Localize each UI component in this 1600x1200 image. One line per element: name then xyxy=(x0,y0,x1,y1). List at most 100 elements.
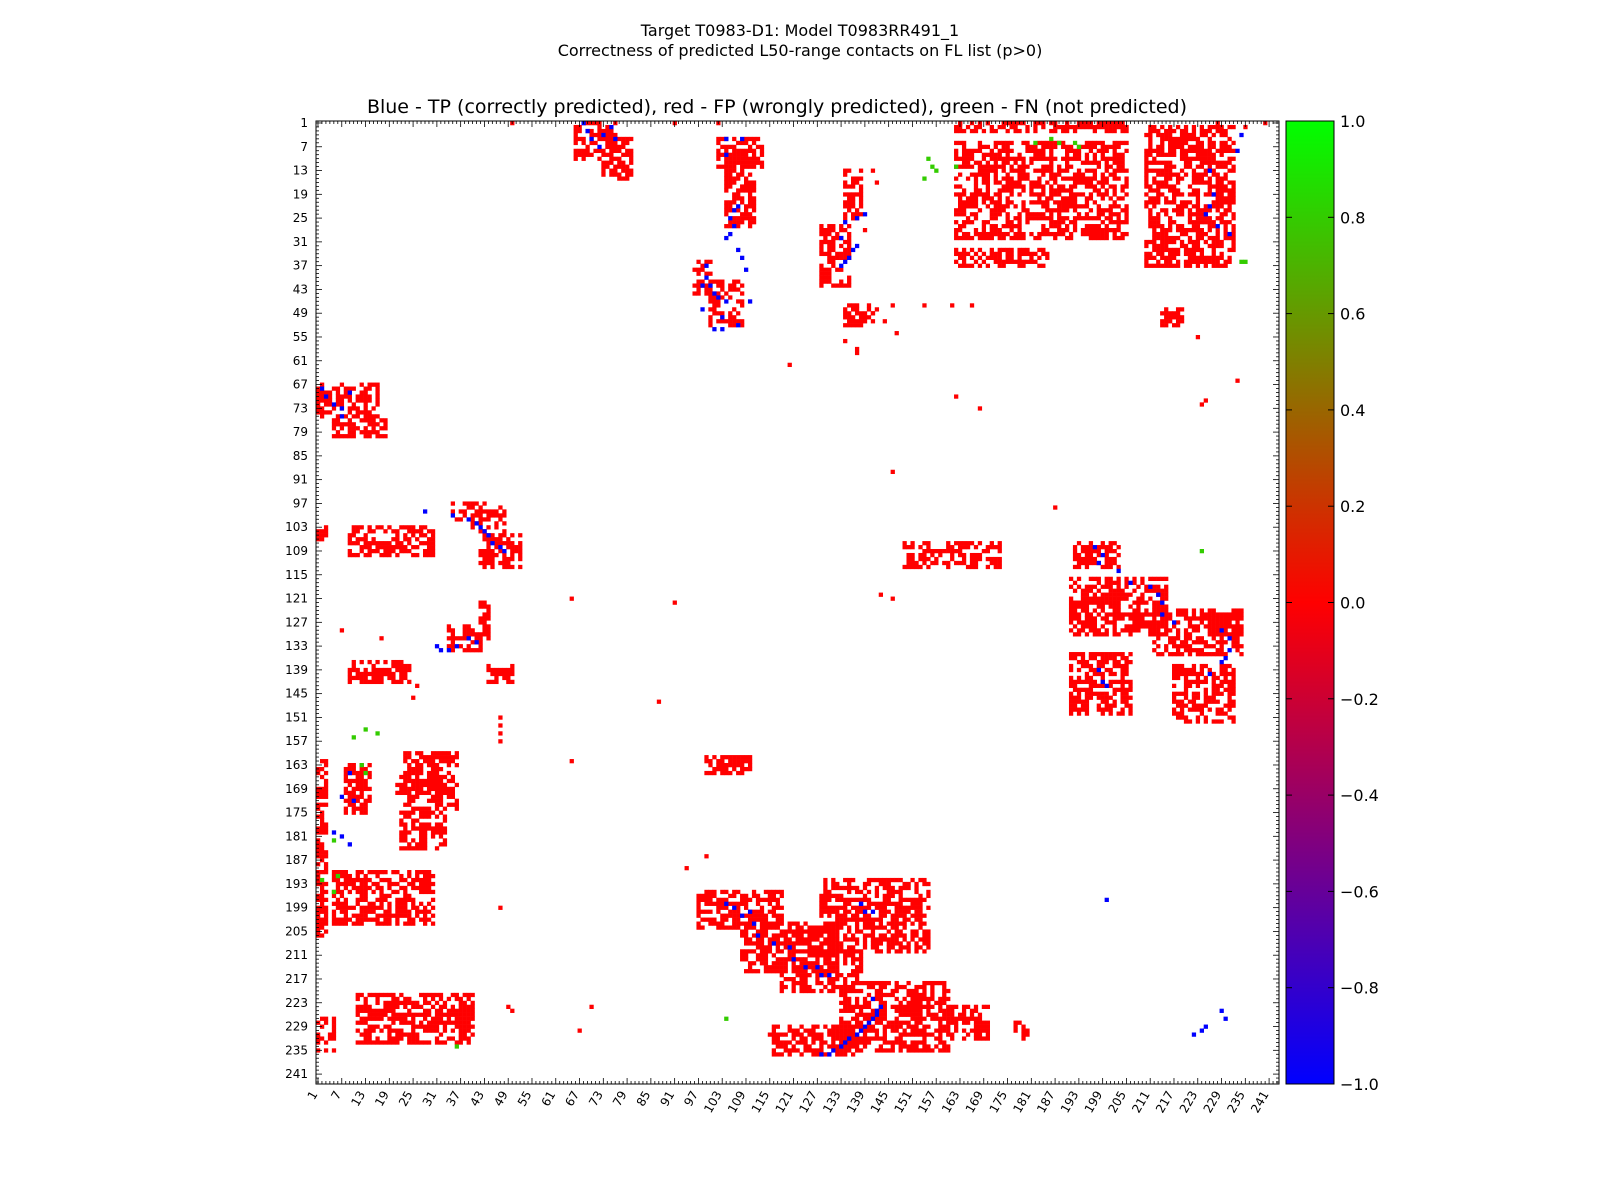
fp-cell xyxy=(387,1028,392,1033)
fp-cell xyxy=(415,905,420,910)
fp-cell xyxy=(371,1040,376,1045)
fp-cell xyxy=(744,184,749,189)
fp-cell xyxy=(609,172,614,177)
fp-cell xyxy=(890,1004,895,1010)
fp-cell xyxy=(1068,699,1074,704)
fp-cell xyxy=(415,1000,420,1006)
fp-cell xyxy=(442,826,448,831)
fp-cell xyxy=(985,556,991,562)
fp-cell xyxy=(347,778,352,784)
fp-cell xyxy=(1152,263,1157,268)
fp-cell xyxy=(609,168,614,173)
fp-cell xyxy=(823,905,828,910)
fp-cell xyxy=(1005,196,1010,201)
fp-cell xyxy=(831,228,836,233)
fp-cell xyxy=(1033,192,1038,197)
fp-cell xyxy=(1084,168,1090,173)
fp-cell xyxy=(1053,208,1058,213)
fp-cell xyxy=(930,992,935,998)
fp-cell xyxy=(771,893,777,899)
fp-cell xyxy=(502,529,507,534)
fp-cell xyxy=(375,1036,380,1041)
fp-cell xyxy=(407,541,412,546)
fp-cell xyxy=(581,136,586,142)
fp-cell xyxy=(1104,228,1109,233)
fp-cell xyxy=(446,802,452,807)
fp-cell xyxy=(1124,612,1129,617)
fp-cell xyxy=(375,881,380,887)
fp-cell xyxy=(1179,667,1185,673)
fp-cell xyxy=(704,770,709,776)
fp-cell xyxy=(1096,192,1101,197)
fp-cell xyxy=(728,759,733,764)
fp-cell xyxy=(799,988,804,994)
fp-cell xyxy=(862,980,868,986)
fp-cell xyxy=(922,913,927,918)
fp-cell xyxy=(423,552,428,558)
fp-cell xyxy=(335,877,341,883)
fp-cell xyxy=(379,552,384,558)
fp-cell xyxy=(426,1024,432,1029)
fp-cell xyxy=(367,1028,372,1033)
fp-cell xyxy=(946,541,951,546)
fp-cell xyxy=(1112,659,1117,665)
fp-cell xyxy=(411,917,416,922)
fp-cell xyxy=(1021,184,1026,189)
fp-cell xyxy=(736,770,741,776)
fp-cell xyxy=(866,992,872,998)
fp-cell xyxy=(1120,695,1125,700)
fp-cell xyxy=(363,881,368,887)
fp-cell xyxy=(744,925,749,930)
fp-cell xyxy=(1191,259,1197,264)
fp-cell xyxy=(763,961,769,966)
fp-cell xyxy=(1076,152,1082,157)
fp-cell xyxy=(851,204,856,209)
fp-cell xyxy=(1215,192,1220,197)
fp-cell xyxy=(430,1016,436,1021)
fp-cell xyxy=(1215,228,1220,233)
fp-cell xyxy=(744,160,749,165)
fp-cell xyxy=(1057,124,1062,130)
fp-cell xyxy=(1172,164,1177,169)
fp-cell xyxy=(419,877,424,883)
fp-cell xyxy=(1017,128,1022,134)
fp-cell xyxy=(1112,663,1117,669)
fp-cell xyxy=(870,917,876,922)
fp-cell xyxy=(866,917,872,922)
fp-cell xyxy=(751,148,757,154)
fp-cell xyxy=(1112,596,1117,601)
fp-cell xyxy=(755,144,761,150)
fp-cell xyxy=(747,160,753,165)
fp-cell xyxy=(1112,556,1117,562)
fp-cell xyxy=(434,1028,440,1033)
fp-cell xyxy=(1231,196,1236,201)
fp-cell xyxy=(1203,644,1208,649)
fp-cell xyxy=(363,806,368,811)
fp-cell xyxy=(407,830,412,835)
fp-cell xyxy=(355,901,360,906)
fp-cell xyxy=(1076,176,1082,181)
fp-cell xyxy=(1084,659,1090,665)
fp-cell xyxy=(1092,549,1098,554)
fp-cell xyxy=(973,231,979,237)
fp-cell xyxy=(843,180,848,185)
fp-cell xyxy=(1207,208,1212,213)
fp-cell xyxy=(779,905,784,910)
fp-cell xyxy=(1164,136,1169,142)
fp-cell xyxy=(454,517,459,522)
fp-cell xyxy=(898,909,903,914)
fp-cell xyxy=(1068,679,1074,685)
fp-cell xyxy=(1096,580,1101,585)
fp-cell xyxy=(379,897,384,903)
fp-cell xyxy=(1100,231,1105,237)
fp-cell xyxy=(454,992,459,998)
fp-cell xyxy=(426,770,432,776)
fp-cell xyxy=(918,984,923,990)
fp-cell xyxy=(375,679,380,685)
fp-cell xyxy=(993,255,998,261)
fp-cell xyxy=(419,1012,424,1017)
fp-cell xyxy=(1108,652,1113,657)
fp-cell xyxy=(1183,679,1189,685)
fp-cell xyxy=(1164,592,1169,597)
fp-cell xyxy=(740,303,745,308)
